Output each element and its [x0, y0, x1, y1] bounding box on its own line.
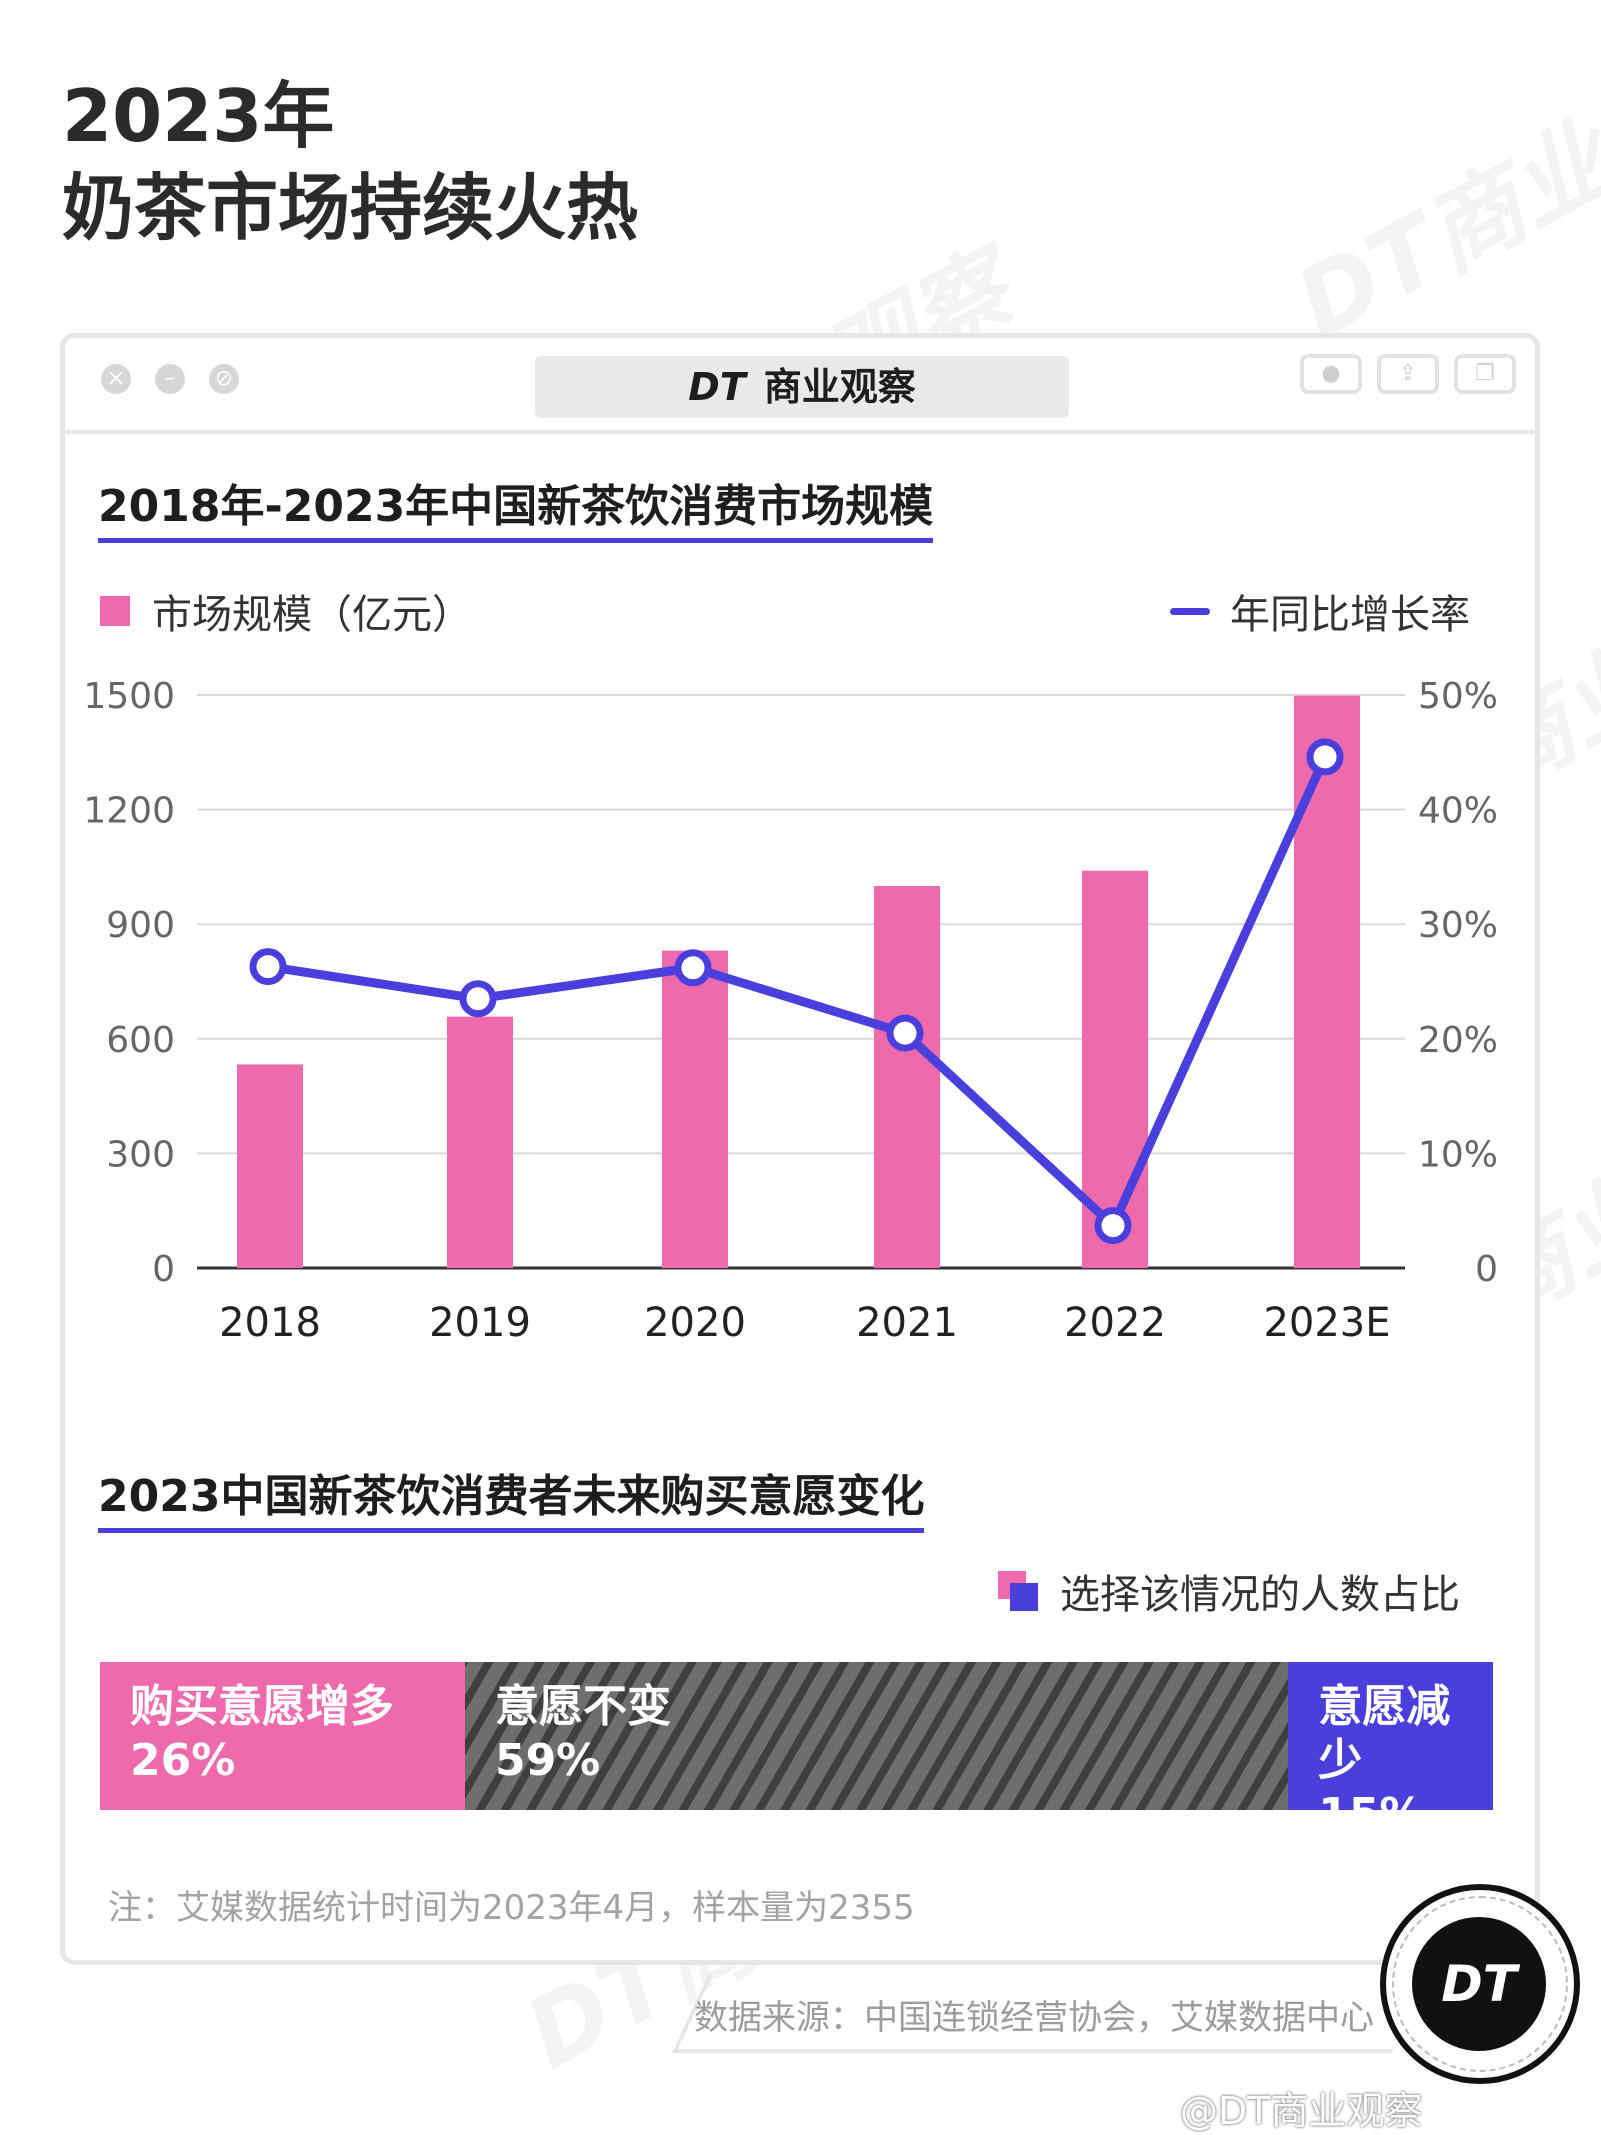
- stack-legend: 选择该情况的人数占比: [998, 1562, 1460, 1620]
- y-right-tick-label: 50%: [1418, 676, 1498, 717]
- segment-increase-value: 26%: [130, 1735, 236, 1786]
- brand-mark: DT: [688, 365, 746, 409]
- attribution: @DT商业观察: [1180, 2089, 1423, 2133]
- growth-point: [1094, 1207, 1132, 1245]
- y-left-tick-label: 600: [106, 1020, 175, 1061]
- line-legend-label: 年同比增长率: [1230, 592, 1470, 638]
- x-tick-label: 2023E: [1263, 1300, 1390, 1346]
- y-right-tick-label: 30%: [1418, 905, 1498, 946]
- segment-increase-label: 购买意愿增多: [130, 1681, 394, 1732]
- segment-increase: 购买意愿增多 26%: [100, 1662, 465, 1810]
- window-title-bar: × – ⊘ DT 商业观察 ● ⇪ ❐: [65, 338, 1535, 434]
- close-icon[interactable]: ×: [101, 364, 131, 394]
- stack-legend-swatch: [998, 1571, 1038, 1611]
- growth-point: [459, 980, 497, 1018]
- data-source: 数据来源：中国连锁经营协会，艾媒数据中心: [694, 1998, 1374, 2038]
- segment-decrease: 意愿减少 15%: [1288, 1662, 1493, 1840]
- brand-name: 商业观察: [763, 365, 916, 409]
- page-title: 2023年 奶茶市场持续火热: [62, 70, 638, 254]
- window-title: DT 商业观察: [535, 356, 1069, 418]
- growth-point: [249, 948, 287, 986]
- segment-unchanged-label: 意愿不变: [494, 1681, 671, 1732]
- bar: [237, 1064, 303, 1268]
- y-left-tick-label: 0: [152, 1249, 175, 1290]
- x-tick-label: 2021: [856, 1300, 958, 1346]
- bar: [447, 1016, 513, 1268]
- bar: [1294, 695, 1360, 1268]
- y-left-tick-label: 1200: [83, 791, 175, 832]
- y-left-tick-label: 300: [106, 1134, 175, 1175]
- line-legend-swatch: [1170, 607, 1210, 615]
- y-left-tick-label: 1500: [83, 676, 175, 717]
- bar-legend: 市场规模（亿元）: [100, 582, 472, 640]
- stacked-bar: 购买意愿增多 26% 意愿不变 59% 意愿减少 15%: [100, 1662, 1493, 1840]
- record-icon[interactable]: ●: [1300, 354, 1362, 394]
- minimize-icon[interactable]: –: [155, 364, 185, 394]
- bar: [874, 886, 940, 1268]
- dt-logo-mark: DT: [1412, 1917, 1546, 2051]
- maximize-icon[interactable]: ⊘: [209, 364, 239, 394]
- bar-legend-label: 市场规模（亿元）: [152, 592, 472, 638]
- share-icon[interactable]: ⇪: [1377, 354, 1439, 394]
- y-right-tick-label: 40%: [1418, 791, 1498, 832]
- bar: [662, 950, 728, 1268]
- growth-point: [886, 1014, 924, 1052]
- x-tick-label: 2019: [429, 1300, 531, 1346]
- footnote: 注：艾媒数据统计时间为2023年4月，样本量为2355: [108, 1888, 915, 1928]
- y-right-tick-label: 10%: [1418, 1134, 1498, 1175]
- line-legend: 年同比增长率: [1170, 582, 1470, 640]
- dt-logo-ring: [1392, 1896, 1568, 2072]
- chart2-title: 2023中国新茶饮消费者未来购买意愿变化: [98, 1470, 925, 1533]
- segment-unchanged: 意愿不变 59%: [464, 1662, 1289, 1810]
- growth-line: [267, 755, 1330, 1231]
- segment-decrease-value: 15%: [1318, 1789, 1424, 1840]
- bar-legend-swatch: [100, 596, 130, 626]
- x-tick-label: 2018: [219, 1300, 321, 1346]
- x-tick-label: 2020: [644, 1300, 746, 1346]
- segment-decrease-label: 意愿减少: [1318, 1681, 1451, 1786]
- y-right-tick-label: 0: [1475, 1249, 1498, 1290]
- stack-legend-label: 选择该情况的人数占比: [1060, 1572, 1460, 1618]
- page-title-line2: 奶茶市场持续火热: [62, 166, 639, 250]
- x-tick-label: 2022: [1064, 1300, 1166, 1346]
- growth-point: [674, 949, 712, 987]
- growth-point: [1306, 738, 1344, 776]
- page-title-line1: 2023年: [62, 74, 335, 158]
- y-left-tick-label: 900: [106, 905, 175, 946]
- segment-unchanged-value: 59%: [494, 1735, 601, 1786]
- chart1-title: 2018年-2023年中国新茶饮消费市场规模: [98, 480, 934, 543]
- y-right-tick-label: 20%: [1418, 1020, 1498, 1061]
- combo-chart: 1500 50% 1200 40% 900 30% 600 20% 300 10% 0 0 2018 20…: [83, 676, 1498, 1346]
- window-restore-icon[interactable]: ❐: [1454, 354, 1516, 394]
